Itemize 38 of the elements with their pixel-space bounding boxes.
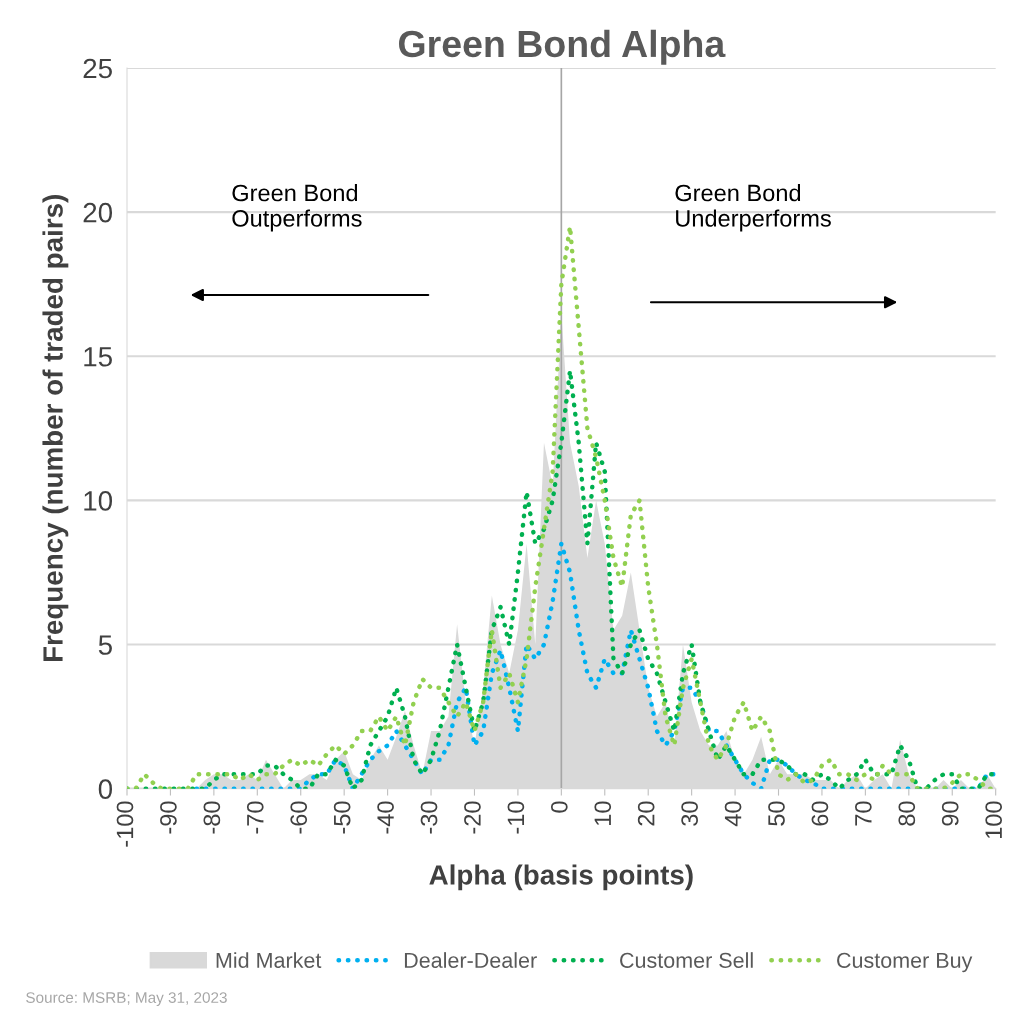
x-tick-label: 80 (898, 801, 916, 826)
legend-label: Dealer-Dealer (404, 952, 537, 968)
x-tick-label: 20 (637, 801, 655, 826)
line-series (194, 541, 996, 789)
x-tick-label: 30 (681, 801, 698, 826)
y-axis-title: Frequency (number of traded pairs) (42, 195, 69, 662)
y-tick-label: 20 (83, 202, 113, 223)
x-tick-label: 50 (768, 801, 785, 826)
annotation: Green Bond Underperforms (675, 184, 831, 232)
x-tick-label: -60 (290, 801, 308, 834)
x-tick-label: 40 (724, 801, 742, 827)
x-tick-label: -40 (377, 801, 394, 834)
x-tick-label: -20 (464, 801, 481, 834)
x-tick-label: -70 (246, 801, 264, 834)
source-note: Source: MSRB; May 31, 2023 (26, 992, 227, 1006)
x-tick-label: 10 (594, 801, 612, 825)
y-tick-label: 0 (98, 779, 113, 799)
x-tick-label: -100 (116, 801, 134, 847)
x-tick-label: 0 (550, 801, 568, 813)
annotation: Green Bond Outperforms (232, 184, 362, 232)
legend-label: Customer Sell (620, 952, 753, 968)
legend-label: Mid Market (216, 952, 322, 968)
x-tick-label: -30 (420, 801, 438, 834)
x-tick-label: 90 (941, 801, 959, 826)
legend-label: Customer Buy (837, 952, 973, 973)
y-tick-label: 25 (83, 58, 112, 79)
x-axis-title: Alpha (basis points) (429, 864, 693, 891)
x-tick-label: 100 (985, 801, 1003, 839)
y-tick-label: 15 (84, 347, 112, 367)
x-tick-label: -50 (333, 801, 351, 834)
x-tick-label: 60 (811, 801, 829, 826)
chart-title: Green Bond Alpha (399, 29, 726, 65)
x-tick-label: -80 (203, 801, 221, 834)
x-tick-label: -90 (160, 801, 177, 834)
y-tick-label: 5 (98, 635, 112, 655)
x-tick-label: -10 (507, 801, 525, 834)
y-tick-label: 10 (84, 491, 113, 511)
x-tick-label: 70 (855, 801, 872, 826)
